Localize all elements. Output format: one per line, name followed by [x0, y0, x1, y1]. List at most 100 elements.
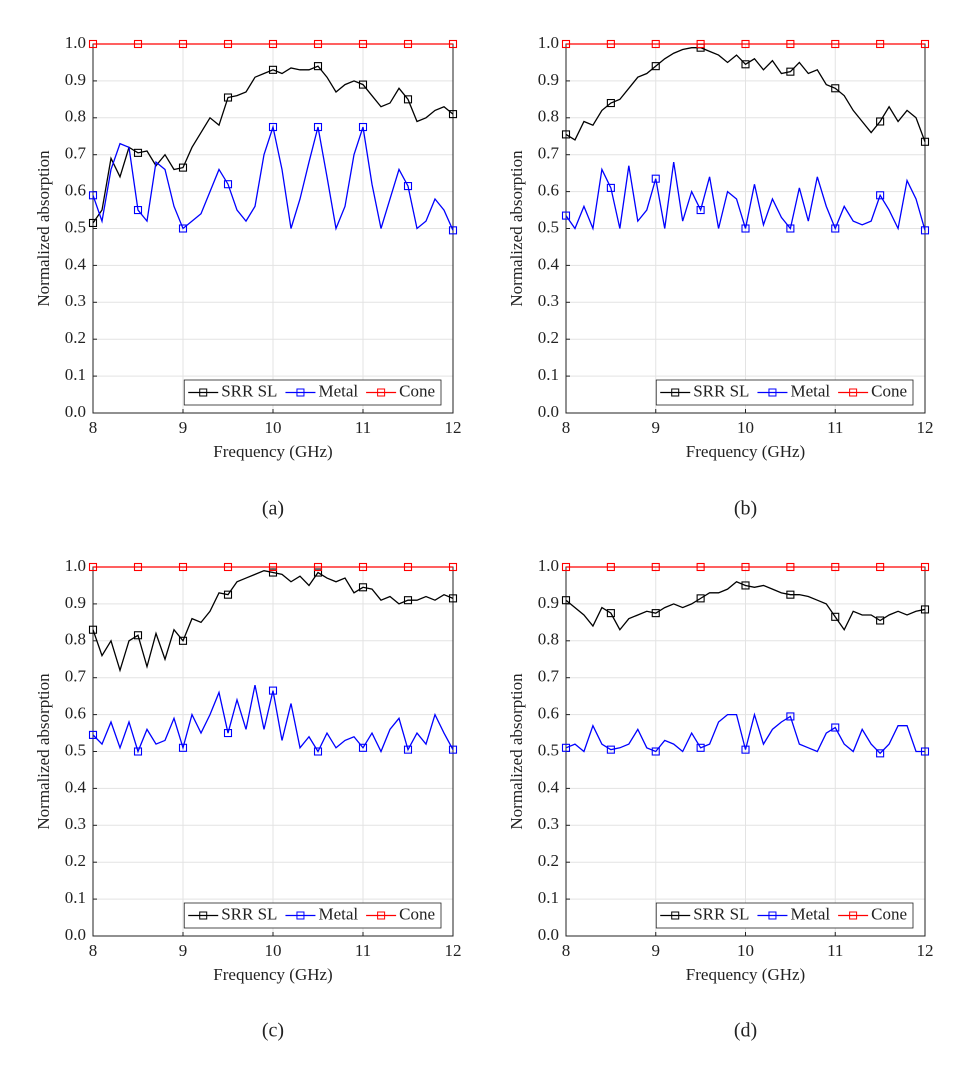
y-tick-label: 0.5 — [538, 217, 559, 236]
legend-item: Cone — [838, 381, 907, 400]
legend-label: Metal — [318, 904, 358, 923]
marker — [88, 218, 98, 228]
legend-marker — [768, 388, 777, 397]
y-tick-label: 1.0 — [65, 33, 86, 52]
x-tick-label: 10 — [737, 941, 754, 960]
marker — [268, 39, 278, 49]
marker — [313, 62, 323, 71]
marker — [313, 568, 323, 577]
caption: (c) — [262, 1020, 284, 1042]
marker — [831, 84, 840, 93]
marker — [651, 609, 660, 618]
marker — [268, 686, 278, 695]
legend-marker — [296, 388, 305, 397]
marker — [133, 562, 143, 572]
x-tick-label: 9 — [179, 941, 188, 960]
marker — [920, 137, 930, 146]
marker — [606, 562, 615, 572]
marker — [223, 562, 233, 572]
legend-label: Metal — [790, 904, 830, 923]
y-tick-label: 0.3 — [538, 814, 559, 833]
marker — [561, 743, 571, 752]
y-tick-label: 1.0 — [538, 33, 559, 52]
y-tick-label: 0.3 — [538, 291, 559, 310]
y-tick-label: 0.0 — [65, 402, 86, 421]
marker — [651, 174, 660, 183]
marker — [920, 747, 930, 756]
x-tick-label: 10 — [265, 418, 282, 437]
marker — [403, 596, 413, 605]
legend-label: Metal — [318, 381, 358, 400]
y-tick-label: 0.4 — [538, 254, 560, 273]
marker — [223, 180, 233, 189]
marker — [223, 93, 233, 102]
marker — [223, 39, 233, 49]
marker — [606, 609, 615, 618]
legend-item: Cone — [838, 904, 907, 923]
y-tick-label: 0.6 — [538, 181, 559, 200]
marker — [448, 110, 458, 119]
legend-label: SRR SL — [693, 904, 749, 923]
x-tick-label: 12 — [917, 941, 934, 960]
x-tick-label: 8 — [89, 418, 98, 437]
x-tick-label: 8 — [89, 941, 98, 960]
legend-item: Metal — [285, 381, 358, 400]
marker — [876, 562, 885, 572]
marker — [561, 596, 571, 605]
marker — [786, 562, 795, 572]
marker — [831, 39, 840, 49]
marker — [178, 743, 188, 752]
series-line — [92, 65, 454, 224]
marker — [651, 747, 660, 756]
marker — [876, 117, 885, 126]
legend: SRR SL Metal Cone — [655, 902, 914, 929]
y-tick-label: 0.8 — [538, 630, 559, 649]
x-tick-label: 11 — [355, 418, 371, 437]
marker — [786, 39, 795, 49]
y-tick-label: 0.1 — [65, 365, 86, 384]
y-tick-label: 0.2 — [65, 328, 86, 347]
y-tick-label: 0.7 — [65, 667, 87, 686]
marker — [358, 583, 368, 592]
marker — [606, 98, 615, 108]
marker — [651, 39, 660, 49]
subplot: 0.0 0.1 0.2 0.3 0.4 0.5 0.6 0.7 0.8 0.9 1.0 8 9 10 11 1… — [34, 556, 462, 1042]
subplot: 0.0 0.1 0.2 0.3 0.4 0.5 0.6 0.7 0.8 0.9 1.0 8 9 10 11 1… — [507, 33, 934, 520]
plot-area — [88, 562, 458, 756]
marker — [358, 743, 368, 752]
series-line — [565, 47, 926, 143]
plot-area — [561, 39, 930, 235]
marker — [178, 224, 188, 233]
y-tick-label: 0.6 — [65, 704, 86, 723]
series-line — [565, 581, 926, 632]
legend-item: Metal — [757, 381, 830, 400]
y-tick-label: 0.6 — [538, 704, 559, 723]
y-tick-label: 0.4 — [65, 777, 87, 796]
y-tick-label: 0.1 — [538, 365, 559, 384]
y-tick-label: 0.5 — [65, 740, 86, 759]
marker — [178, 636, 188, 645]
legend-item: SRR SL — [660, 904, 749, 923]
legend-marker — [199, 911, 208, 920]
legend-marker — [671, 388, 680, 397]
marker — [606, 39, 615, 49]
legend-label: SRR SL — [693, 381, 749, 400]
marker — [696, 39, 705, 49]
series-line — [92, 570, 454, 673]
marker — [268, 65, 278, 74]
x-tick-label: 8 — [562, 418, 571, 437]
marker — [741, 745, 750, 754]
marker — [920, 226, 930, 235]
x-axis-label: Frequency (GHz) — [686, 442, 805, 461]
y-tick-label: 0.0 — [538, 402, 559, 421]
marker — [651, 62, 660, 71]
legend-label: Cone — [871, 381, 907, 400]
x-tick-label: 9 — [179, 418, 188, 437]
legend: SRR SL Metal Cone — [183, 379, 442, 406]
legend: SRR SL Metal Cone — [655, 379, 914, 406]
legend: SRR SL Metal Cone — [183, 902, 442, 929]
legend-label: SRR SL — [221, 381, 277, 400]
marker — [741, 562, 750, 572]
marker — [403, 745, 413, 754]
